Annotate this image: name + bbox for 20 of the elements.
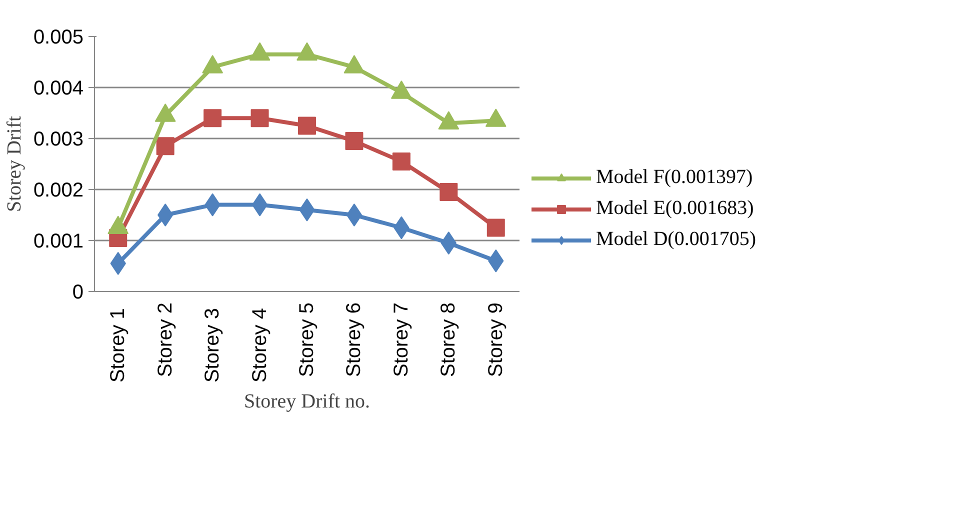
legend-label: Model F(0.001397) [596, 166, 753, 189]
legend-label: Model D(0.001705) [596, 228, 756, 251]
x-tick-label: Storey 7 [390, 302, 412, 377]
legend-label: Model E(0.001683) [596, 197, 754, 220]
y-tick-label: 0 [72, 282, 84, 304]
y-tick-label: 0.001 [33, 230, 84, 252]
x-tick-label: Storey 1 [107, 308, 130, 383]
x-tick-label: Storey 8 [438, 302, 460, 377]
y-axis-title: Storey Drift [3, 116, 26, 212]
y-tick-label: 0.003 [33, 128, 84, 150]
y-tick-label: 0.005 [33, 26, 84, 48]
x-tick-label: Storey 9 [484, 302, 507, 377]
x-tick-label: Storey 2 [154, 302, 176, 377]
x-tick-label: Storey 5 [296, 302, 318, 377]
y-tick-label: 0.004 [33, 78, 84, 100]
x-tick-label: Storey 4 [248, 308, 271, 383]
y-tick-label: 0.002 [33, 180, 84, 202]
x-tick-label: Storey 3 [202, 308, 224, 383]
x-axis-title: Storey Drift no. [244, 390, 370, 413]
x-tick-label: Storey 6 [343, 302, 366, 377]
